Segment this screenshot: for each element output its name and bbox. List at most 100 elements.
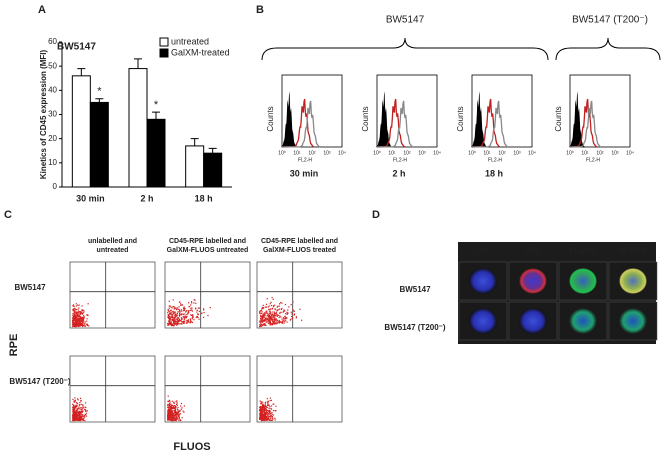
dot bbox=[168, 317, 170, 319]
dot bbox=[272, 314, 274, 316]
dot bbox=[84, 408, 86, 411]
dot bbox=[273, 317, 275, 319]
dot bbox=[178, 315, 181, 317]
dot bbox=[168, 309, 170, 312]
dot bbox=[88, 325, 90, 327]
dot bbox=[260, 401, 262, 403]
dot bbox=[82, 322, 84, 324]
dot bbox=[80, 411, 82, 413]
dot bbox=[262, 401, 264, 403]
dot bbox=[80, 411, 82, 414]
dot bbox=[76, 402, 78, 405]
dot bbox=[167, 316, 169, 318]
error-bar bbox=[190, 138, 199, 146]
dot bbox=[285, 312, 287, 315]
dot bbox=[83, 316, 85, 318]
dot bbox=[81, 312, 84, 314]
dot bbox=[170, 409, 172, 411]
dot bbox=[263, 312, 266, 314]
dot bbox=[75, 412, 77, 414]
dot bbox=[271, 419, 273, 421]
panel-label: B bbox=[256, 4, 264, 16]
dot bbox=[174, 315, 176, 317]
dot bbox=[287, 309, 289, 311]
dot bbox=[184, 308, 186, 310]
dot bbox=[79, 316, 81, 318]
dot bbox=[173, 312, 175, 314]
dot bbox=[260, 312, 263, 314]
dot bbox=[78, 304, 80, 306]
cell bbox=[469, 308, 497, 334]
dot bbox=[168, 300, 170, 302]
dot bbox=[276, 321, 278, 323]
dot bbox=[175, 412, 177, 414]
dot bbox=[265, 406, 267, 408]
dot bbox=[266, 401, 268, 403]
dot bbox=[275, 312, 277, 314]
dot bbox=[276, 315, 278, 317]
dot bbox=[75, 409, 77, 411]
dot bbox=[191, 307, 193, 309]
dot bbox=[179, 301, 181, 303]
dot bbox=[74, 410, 76, 412]
dot bbox=[265, 303, 268, 305]
dot bbox=[76, 413, 79, 415]
dot bbox=[76, 323, 78, 325]
dot bbox=[269, 410, 271, 412]
dot bbox=[82, 414, 84, 416]
dot bbox=[75, 311, 77, 313]
dot bbox=[281, 320, 284, 322]
x-tick-label: 10² bbox=[498, 150, 506, 156]
dot bbox=[262, 306, 264, 309]
dot bbox=[176, 314, 179, 316]
dot bbox=[170, 306, 172, 308]
dot bbox=[207, 314, 209, 317]
dot bbox=[78, 315, 80, 317]
dot bbox=[279, 321, 281, 323]
legend-swatch bbox=[159, 48, 169, 58]
dot bbox=[260, 315, 262, 317]
dot bbox=[79, 318, 81, 320]
row-label: BW5147 bbox=[399, 285, 431, 294]
dot bbox=[181, 313, 183, 315]
dot bbox=[173, 413, 175, 415]
dot bbox=[273, 322, 275, 324]
x-tick-label: 10³ bbox=[611, 150, 619, 156]
dot bbox=[260, 320, 262, 322]
dot bbox=[167, 412, 169, 414]
dot bbox=[78, 311, 80, 313]
dot bbox=[270, 418, 272, 420]
dot bbox=[270, 414, 272, 417]
dot bbox=[175, 417, 177, 419]
dot bbox=[74, 325, 77, 328]
dot bbox=[72, 304, 75, 306]
dot bbox=[75, 419, 77, 421]
dot bbox=[173, 414, 175, 417]
dot bbox=[263, 407, 265, 409]
dot bbox=[268, 418, 270, 420]
dot bbox=[189, 321, 191, 323]
dot bbox=[84, 415, 86, 417]
dot bbox=[72, 323, 74, 325]
dot bbox=[292, 317, 294, 319]
dot bbox=[182, 322, 184, 324]
dot bbox=[168, 416, 170, 418]
dot bbox=[78, 414, 81, 416]
dot bbox=[77, 323, 79, 325]
dot bbox=[261, 404, 264, 407]
dot bbox=[170, 312, 172, 314]
x-axis-label: FL2-H bbox=[298, 157, 312, 163]
dot bbox=[183, 313, 185, 315]
dot bbox=[79, 407, 81, 409]
x-axis-label: FL2-H bbox=[488, 157, 502, 163]
dot bbox=[175, 411, 177, 413]
dot bbox=[72, 305, 74, 307]
dot bbox=[274, 410, 276, 412]
dot bbox=[78, 307, 80, 309]
dot bbox=[264, 411, 266, 413]
dot bbox=[175, 309, 178, 311]
dot bbox=[82, 418, 84, 420]
dot bbox=[85, 323, 88, 325]
dot bbox=[171, 404, 174, 407]
dot bbox=[83, 309, 85, 312]
